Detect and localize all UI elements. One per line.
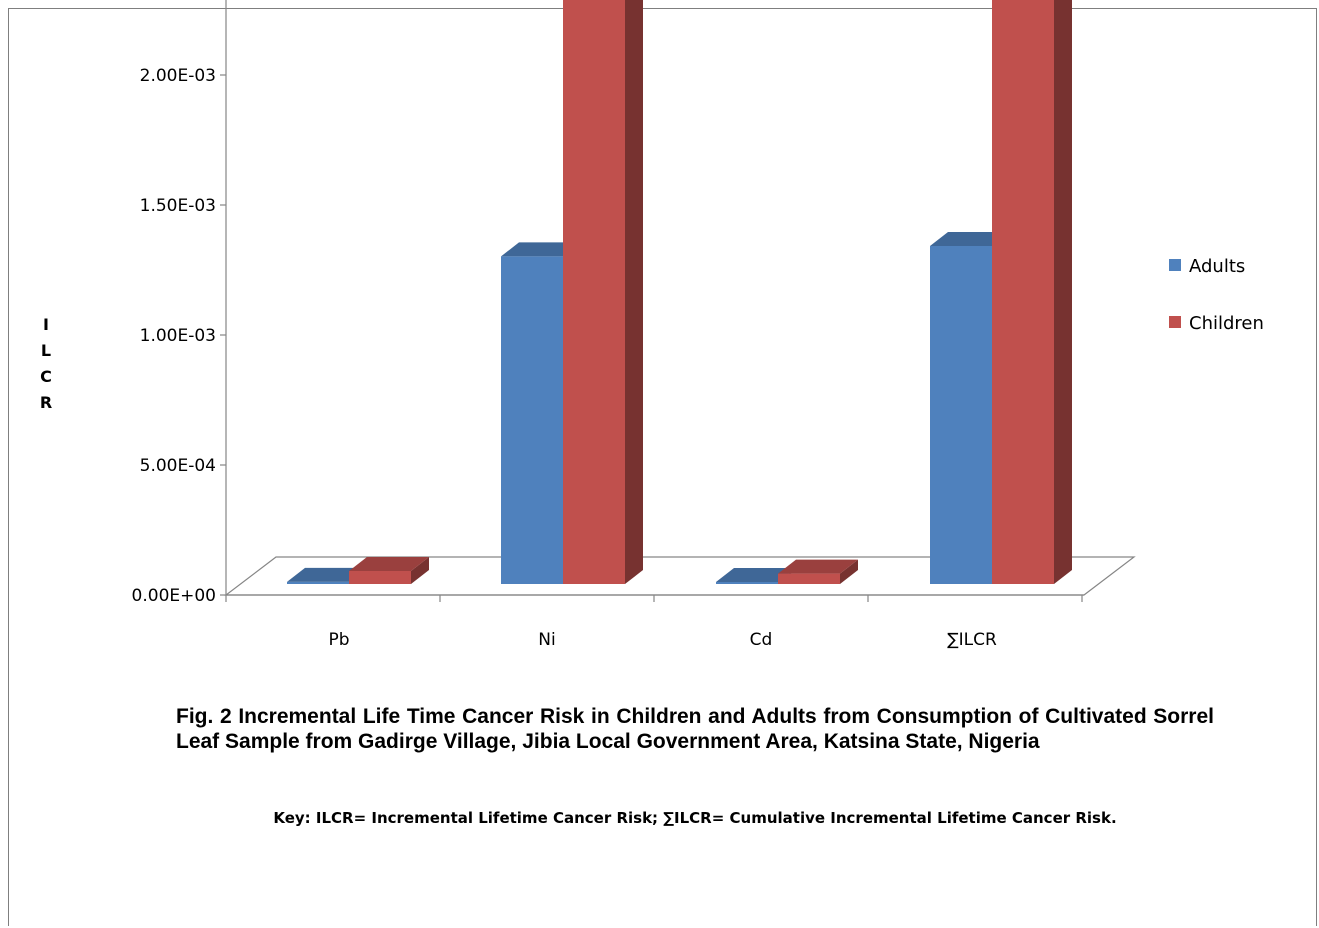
bar-front-face — [716, 582, 778, 584]
y-tick-label: 1.00E-03 — [140, 326, 216, 346]
bar-front-face — [287, 581, 349, 584]
y-axis-label-letter: L — [41, 341, 51, 360]
figure-frame — [8, 8, 1317, 926]
y-tick-label: 2.00E-03 — [140, 66, 216, 86]
y-axis-label-letter: I — [43, 315, 49, 334]
bar-top-face — [349, 557, 429, 571]
legend-label-children: Children — [1189, 313, 1264, 334]
bar-front-face — [930, 246, 992, 584]
bar-top-face — [930, 232, 1010, 246]
chart-floor — [224, 556, 1136, 596]
bar-top-face — [287, 567, 367, 582]
figure-caption-title: Fig. 2 Incremental Life Time Cancer Risk… — [176, 705, 1214, 753]
bar-side-face — [411, 557, 429, 584]
bar-side-face — [1054, 0, 1072, 584]
y-tick-label: 5.00E-04 — [140, 456, 216, 476]
legend-label-adults: Adults — [1189, 256, 1245, 277]
bar-side-face — [840, 559, 858, 584]
x-tick-label: Ni — [538, 630, 555, 650]
bar-top-face — [716, 568, 796, 582]
bar-front-face — [563, 0, 625, 584]
bar-front-face — [992, 0, 1054, 585]
chart-floor-plane — [224, 556, 1136, 596]
y-axis-label-letter: R — [40, 393, 52, 412]
bar-top-face — [501, 242, 581, 257]
bar-top-face — [778, 559, 858, 574]
x-tick-label: ∑ILCR — [947, 630, 997, 650]
bar-front-face — [349, 571, 411, 584]
y-axis-label-letter: C — [40, 367, 52, 386]
axes: 0.00E+00 5.00E-04 1.00E-03 1.50E-03 2.00E-03… — [132, 0, 1084, 650]
legend-swatch-children — [1169, 316, 1181, 328]
bar-chart: 0.00E+00 5.00E-04 1.00E-03 1.50E-03 2.00E-03… — [40, 0, 1264, 650]
bars — [287, 0, 1072, 585]
figure-caption-key: Key: ILCR= Incremental Lifetime Cancer R… — [273, 809, 1117, 827]
bar-front-face — [778, 573, 840, 584]
legend-swatch-adults — [1169, 259, 1181, 271]
bar-children-ni — [563, 0, 643, 584]
y-tick-label: 0.00E+00 — [132, 586, 216, 606]
legend: Adults Children — [1169, 256, 1264, 334]
bar-children-pb — [349, 557, 429, 584]
y-tick-label: 1.50E-03 — [140, 196, 216, 216]
y-axis-label: ILCR — [40, 315, 52, 412]
x-tick-label: Pb — [328, 630, 349, 650]
bar-side-face — [625, 0, 643, 584]
bar-children-ilcr — [992, 0, 1072, 585]
x-tick-label: Cd — [750, 630, 773, 650]
bar-front-face — [501, 256, 563, 584]
bar-children-cd — [778, 559, 858, 584]
